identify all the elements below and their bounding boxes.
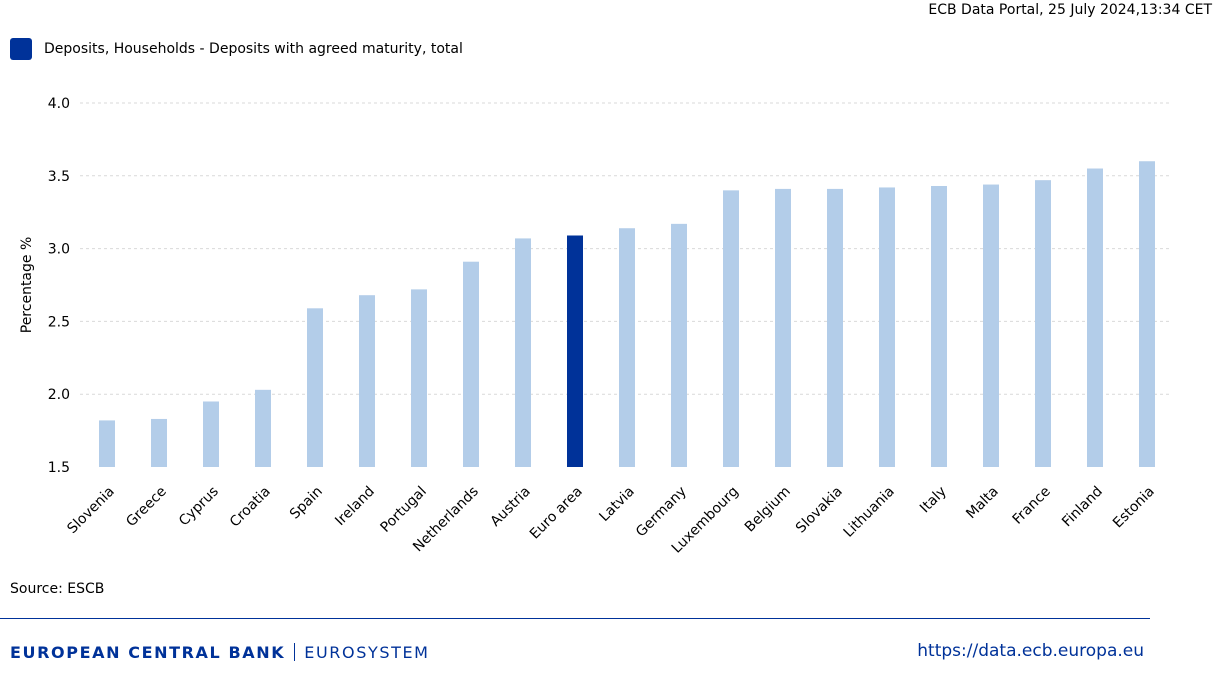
legend-label: Deposits, Households - Deposits with agr… <box>44 41 463 57</box>
bar-luxembourg[interactable] <box>723 190 739 468</box>
x-tick-label: Slovenia <box>64 484 117 537</box>
y-axis-label: Percentage % <box>19 237 35 334</box>
y-axis-ticks: 1.5 2.0 2.5 3.0 3.5 4.0 <box>48 96 70 476</box>
footer-divider <box>0 618 1150 619</box>
x-tick-label: Greece <box>123 484 170 531</box>
portal-link[interactable]: https://data.ecb.europa.eu <box>917 641 1144 661</box>
y-tick-label: 3.5 <box>48 169 70 185</box>
bar-austria[interactable] <box>515 238 531 467</box>
bar-portugal[interactable] <box>411 289 427 467</box>
x-tick-label: Euro area <box>527 484 586 543</box>
x-tick-label: Cyprus <box>176 484 222 530</box>
ecb-logo: EUROPEAN CENTRAL BANK EUROSYSTEM <box>10 643 430 662</box>
bar-malta[interactable] <box>983 184 999 467</box>
x-tick-label: Austria <box>488 484 534 530</box>
brand-separator <box>294 643 296 661</box>
bar-spain[interactable] <box>307 308 323 467</box>
x-tick-label: Estonia <box>1110 484 1158 532</box>
chart-legend[interactable]: Deposits, Households - Deposits with agr… <box>10 38 463 60</box>
bar-greece[interactable] <box>151 418 167 467</box>
bar-germany[interactable] <box>671 223 687 467</box>
bar-belgium[interactable] <box>775 188 791 468</box>
x-tick-label: Croatia <box>227 484 274 531</box>
y-tick-label: 4.0 <box>48 96 70 112</box>
y-tick-label: 2.0 <box>48 387 70 403</box>
bar-latvia[interactable] <box>619 228 635 467</box>
y-tick-label: 1.5 <box>48 460 70 476</box>
export-timestamp: ECB Data Portal, 25 July 2024,13:34 CET <box>928 2 1212 18</box>
brand-name: EUROPEAN CENTRAL BANK <box>10 643 286 662</box>
x-tick-label: Latvia <box>596 484 637 525</box>
x-tick-label: Italy <box>917 484 950 517</box>
x-tick-label: Slovakia <box>793 484 846 537</box>
x-tick-label: Portugal <box>378 484 430 536</box>
x-tick-label: Ireland <box>332 484 378 530</box>
bar-finland[interactable] <box>1087 168 1103 467</box>
y-tick-label: 2.5 <box>48 314 70 330</box>
legend-swatch <box>10 38 32 60</box>
bar-slovenia[interactable] <box>99 420 115 467</box>
x-tick-label: Malta <box>963 484 1002 523</box>
x-tick-label: France <box>1010 484 1054 528</box>
x-tick-label: Finland <box>1059 484 1106 531</box>
x-tick-label: Lithuania <box>841 484 898 541</box>
x-tick-label: Belgium <box>742 484 794 536</box>
bar-netherlands[interactable] <box>463 261 479 467</box>
bar-france[interactable] <box>1035 180 1051 467</box>
bar-estonia[interactable] <box>1139 161 1155 468</box>
brand-subtitle: EUROSYSTEM <box>304 643 430 662</box>
bar-italy[interactable] <box>931 185 947 467</box>
source-note: Source: ESCB <box>10 581 105 597</box>
bars <box>99 161 1155 468</box>
x-tick-label: Spain <box>287 484 326 523</box>
bar-cyprus[interactable] <box>203 401 219 467</box>
x-axis-ticks: Slovenia Greece Cyprus Croatia Spain Ireland P… <box>64 484 1157 557</box>
bar-euro-area[interactable] <box>567 235 583 467</box>
bar-ireland[interactable] <box>359 295 375 467</box>
bar-slovakia[interactable] <box>827 188 843 468</box>
bar-lithuania[interactable] <box>879 187 895 467</box>
bar-croatia[interactable] <box>255 389 271 467</box>
y-tick-label: 3.0 <box>48 242 70 258</box>
